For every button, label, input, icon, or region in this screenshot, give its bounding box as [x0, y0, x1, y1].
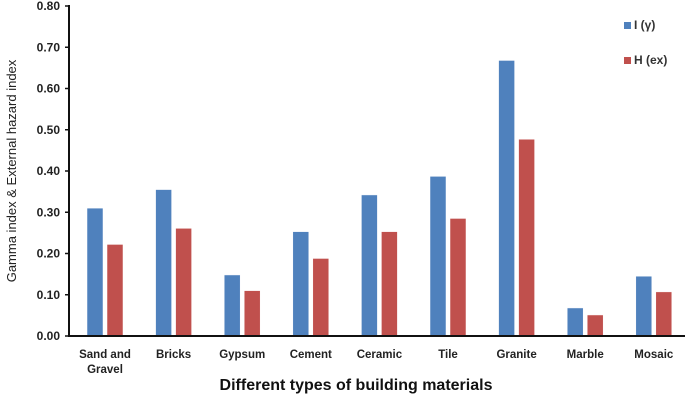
- bar-external-hazard: [243, 290, 261, 337]
- legend-label: I (γ): [634, 18, 655, 32]
- legend-swatch: [624, 57, 631, 64]
- x-tick-label: Ceramic: [357, 349, 403, 361]
- bar-external-hazard: [518, 138, 535, 337]
- y-axis-label: Gamma index & External hazard index: [4, 59, 19, 282]
- y-tick-label: 0.00: [37, 329, 61, 343]
- bar-external-hazard: [586, 314, 604, 337]
- legend-label: H (ex): [634, 53, 667, 67]
- bar-gamma-index: [498, 60, 515, 337]
- x-axis-label: Different types of building materials: [220, 377, 493, 394]
- y-tick-label: 0.20: [37, 247, 61, 261]
- x-tick-label: Mosaic: [634, 349, 674, 361]
- y-axis-ticks: 0.00 0.10 0.20 0.30 0.40 0.50 0.60 0.70 0.80: [37, 0, 69, 343]
- bar-external-hazard: [381, 231, 398, 337]
- bar-gamma-index: [155, 189, 172, 337]
- x-tick-label: Sand and: [79, 349, 131, 361]
- y-tick-label: 0.70: [37, 40, 61, 54]
- bar-gamma-index: [635, 275, 653, 337]
- x-tick-label: Gypsum: [219, 349, 265, 361]
- x-tick-label: Tile: [438, 349, 458, 361]
- bar-external-hazard: [106, 244, 124, 337]
- x-tick-label: Gravel: [87, 364, 123, 376]
- bar-gamma-index: [86, 207, 104, 337]
- bar-gamma-index: [566, 307, 584, 337]
- legend-swatch: [624, 22, 631, 29]
- y-tick-label: 0.40: [37, 164, 61, 178]
- x-tick-label: Bricks: [156, 349, 191, 361]
- bar-gamma-index: [361, 194, 378, 337]
- y-tick-label: 0.50: [37, 123, 61, 137]
- x-tick-label: Marble: [567, 349, 604, 361]
- y-tick-label: 0.60: [37, 82, 61, 96]
- bar-external-hazard: [449, 218, 467, 337]
- x-tick-label: Cement: [290, 349, 332, 361]
- x-axis-categories: Sand and Gravel Bricks Gypsum Cement Ceramic T…: [79, 349, 674, 376]
- bar-external-hazard: [655, 291, 673, 337]
- y-axis-title: Gamma index & External hazard index: [4, 59, 19, 282]
- legend: I (γ) H (ex): [624, 18, 667, 67]
- bar-external-hazard: [312, 258, 330, 337]
- x-tick-label: Granite: [496, 349, 536, 361]
- bar-gamma-index: [292, 231, 310, 337]
- bars: [86, 60, 673, 337]
- y-tick-label: 0.30: [37, 205, 61, 219]
- bar-gamma-index: [223, 274, 241, 337]
- y-tick-label: 0.10: [37, 288, 61, 302]
- bar-external-hazard: [175, 228, 192, 337]
- y-tick-label: 0.80: [37, 0, 61, 13]
- bar-gamma-index: [429, 176, 447, 337]
